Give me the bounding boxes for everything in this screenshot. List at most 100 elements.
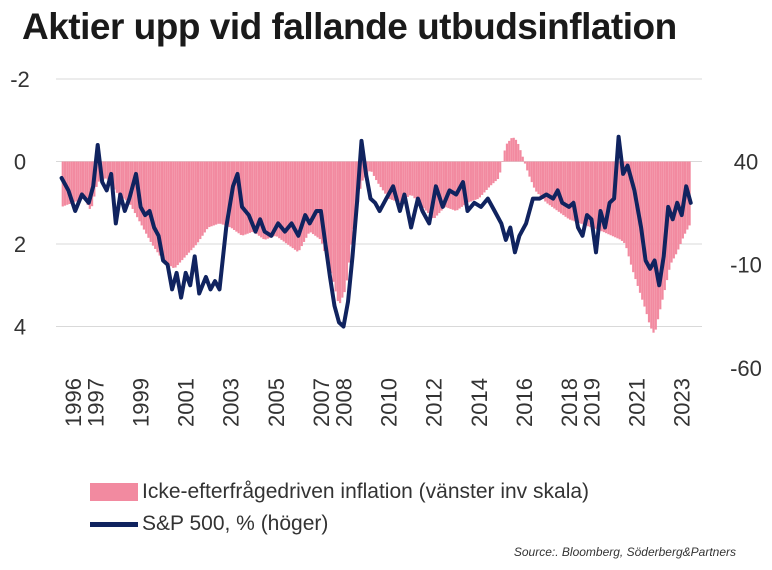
inflation-bar	[122, 161, 125, 199]
inflation-bar	[593, 161, 596, 229]
inflation-bar	[587, 161, 590, 227]
inflation-bar	[156, 161, 159, 253]
inflation-bar	[336, 161, 339, 302]
inflation-bar	[97, 161, 100, 182]
inflation-bar	[300, 161, 303, 247]
inflation-bar	[214, 161, 218, 225]
inflation-bar	[192, 161, 195, 248]
inflation-bar	[221, 161, 224, 225]
inflation-bar	[625, 161, 628, 249]
inflation-bar	[438, 161, 441, 214]
inflation-bar	[127, 161, 130, 202]
inflation-bar	[584, 161, 587, 226]
inflation-bar	[75, 161, 78, 202]
left-tick-label: 2	[14, 232, 26, 257]
inflation-bar	[172, 161, 175, 268]
inflation-bar	[476, 161, 479, 200]
inflation-bar	[602, 161, 606, 233]
inflation-bar	[566, 161, 569, 219]
x-tick-label: 2018	[557, 378, 582, 427]
inflation-bar	[86, 161, 89, 205]
inflation-bar	[393, 161, 396, 201]
inflation-bar	[327, 161, 330, 266]
inflation-bar	[81, 161, 85, 200]
inflation-bar	[530, 161, 533, 183]
inflation-bar	[190, 161, 193, 251]
inflation-bar	[66, 161, 69, 205]
inflation-bar	[219, 161, 222, 224]
inflation-bar	[199, 161, 202, 240]
inflation-bar	[273, 161, 276, 237]
x-tick-label: 2012	[422, 378, 447, 427]
inflation-bar	[113, 161, 116, 190]
inflation-bar	[350, 161, 353, 245]
inflation-bar	[634, 161, 637, 280]
inflation-bar	[636, 161, 639, 286]
inflation-bar	[598, 161, 601, 231]
inflation-bar	[332, 161, 335, 282]
inflation-bar	[411, 161, 414, 196]
inflation-bar	[187, 161, 191, 253]
inflation-bar	[609, 161, 612, 236]
inflation-bar	[95, 161, 98, 187]
inflation-bar	[384, 161, 387, 194]
inflation-bar	[539, 161, 542, 197]
left-tick-label: -2	[10, 67, 30, 92]
inflation-bar	[399, 161, 403, 202]
inflation-bar	[523, 161, 527, 164]
inflation-bar	[284, 161, 288, 244]
inflation-bar	[244, 161, 247, 235]
inflation-bar	[510, 138, 513, 162]
inflation-bar	[474, 161, 477, 200]
inflation-bar	[654, 161, 657, 330]
inflation-bar	[496, 161, 500, 180]
right-tick-label: -60	[730, 356, 762, 381]
inflation-bar	[348, 161, 351, 263]
inflation-bar	[339, 161, 342, 304]
inflation-bar	[124, 161, 127, 201]
x-tick-label: 2023	[670, 378, 695, 427]
inflation-bar	[178, 161, 182, 263]
x-tick-label: 1996	[61, 378, 86, 427]
legend-label-line: S&P 500, % (höger)	[142, 512, 329, 535]
inflation-bar	[562, 161, 565, 216]
x-tick-label: 2016	[512, 378, 537, 427]
inflation-bar	[607, 161, 610, 235]
inflation-bar	[323, 161, 326, 252]
inflation-bar	[386, 161, 389, 197]
inflation-bar	[503, 150, 506, 162]
inflation-bar	[248, 161, 252, 233]
inflation-bar	[478, 161, 482, 198]
inflation-bar	[546, 161, 549, 204]
inflation-bar	[307, 161, 310, 234]
sp500-line	[59, 134, 693, 329]
inflation-bar	[417, 161, 421, 204]
inflation-bar	[517, 143, 520, 162]
inflation-bar	[629, 161, 633, 265]
inflation-bar	[447, 161, 450, 209]
inflation-bar	[352, 161, 355, 230]
inflation-bar	[316, 161, 319, 238]
inflation-bar	[320, 161, 324, 244]
inflation-bar	[422, 161, 425, 209]
inflation-bar	[555, 161, 558, 211]
inflation-bar	[237, 161, 240, 234]
inflation-bar	[305, 161, 308, 238]
inflation-bar	[314, 161, 317, 236]
inflation-bar	[151, 161, 155, 246]
inflation-bar	[194, 161, 197, 246]
inflation-bar	[309, 161, 312, 233]
inflation-bar	[298, 161, 301, 251]
x-tick-label: 2005	[264, 378, 289, 427]
inflation-bar	[591, 161, 594, 228]
inflation-bar	[77, 161, 80, 201]
inflation-bar	[582, 161, 585, 225]
legend-swatch-line	[90, 521, 138, 527]
inflation-bar	[472, 161, 475, 201]
inflation-bar	[465, 161, 468, 204]
inflation-bar	[505, 143, 509, 162]
chart-legend: Icke-efterfrågedriven inflation (vänster…	[90, 476, 589, 540]
inflation-bar	[550, 161, 554, 207]
legend-label-bars: Icke-efterfrågedriven inflation (vänster…	[142, 480, 590, 503]
